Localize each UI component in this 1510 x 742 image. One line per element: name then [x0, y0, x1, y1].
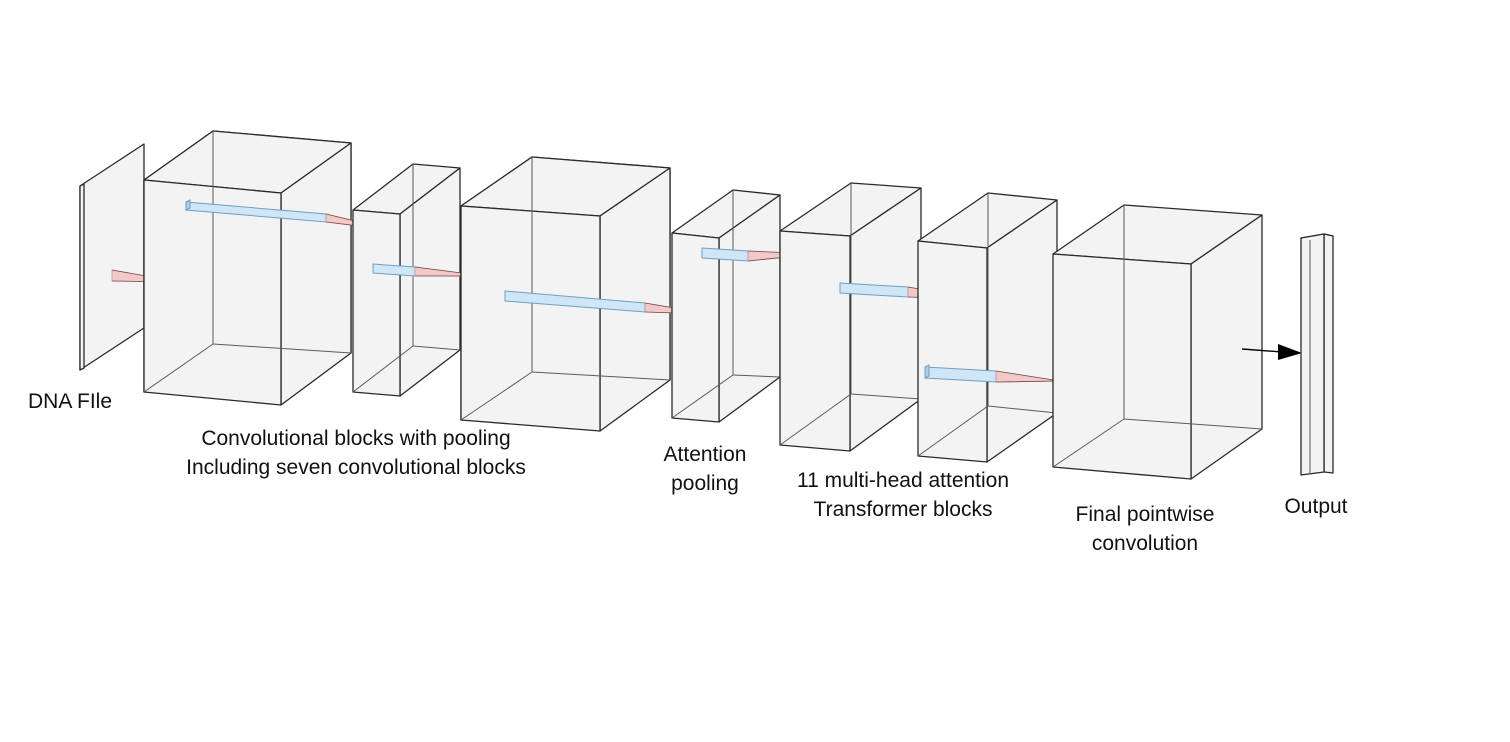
conv-blocks-label: Convolutional blocks with pooling Includ…: [140, 424, 572, 482]
transformer-block-1: [779, 182, 977, 452]
conv-blocks-label-line2: Including seven convolutional blocks: [186, 456, 526, 479]
conv-block-3: [460, 156, 711, 432]
transformer-block-2: [917, 192, 1061, 463]
final-conv-label-line1: Final pointwise: [1075, 503, 1215, 526]
final-conv-label: Final pointwise convolution: [1050, 500, 1240, 558]
transformer-label-line2: Transformer blocks: [813, 498, 993, 521]
final-conv-label-line2: convolution: [1091, 532, 1199, 555]
dna-file-label: DNA FIle: [27, 390, 113, 413]
attention-pooling-label-line2: pooling: [671, 472, 739, 495]
attention-pooling-block: [671, 189, 817, 423]
transformer-label: 11 multi-head attention Transformer bloc…: [768, 466, 1038, 524]
attention-pooling-label-line1: Attention: [663, 443, 747, 466]
output-label: Output: [1284, 495, 1348, 518]
conv-blocks-label-line1: Convolutional blocks with pooling: [201, 427, 511, 450]
conv-block-1: [143, 130, 393, 406]
output-bar: [1300, 233, 1334, 476]
attention-pooling-label: Attention pooling: [640, 440, 770, 498]
transformer-label-line1: 11 multi-head attention: [796, 469, 1010, 492]
output-arrow: [1241, 344, 1302, 360]
final-conv-block: [1052, 204, 1263, 480]
